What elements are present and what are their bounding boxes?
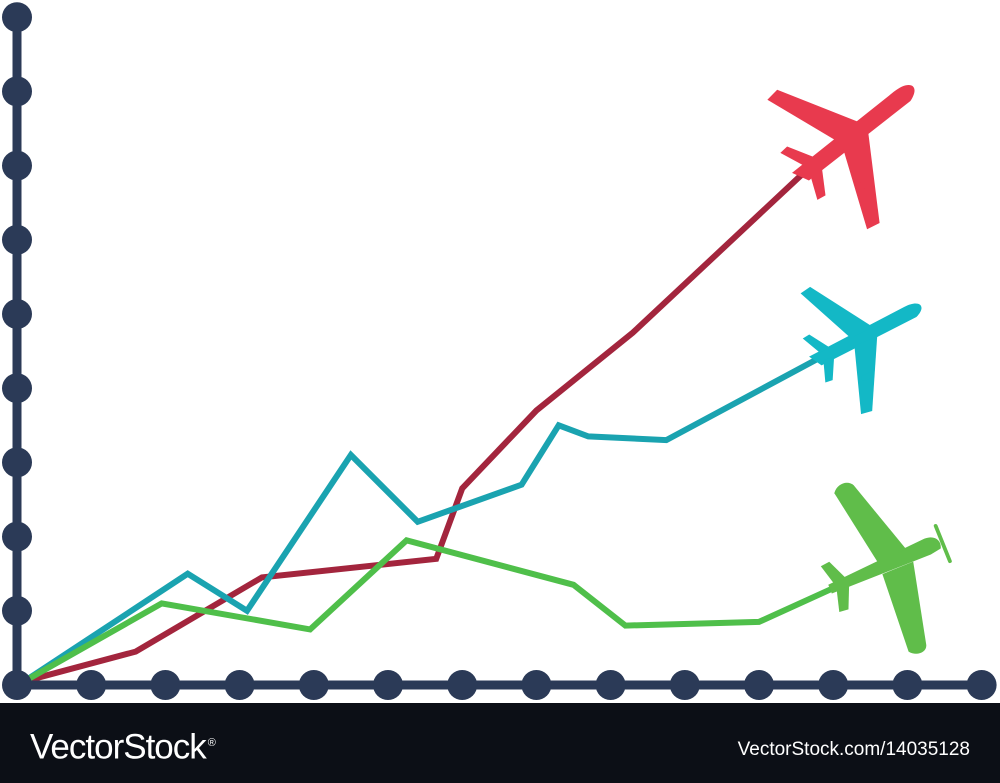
registered-mark: ® — [207, 737, 216, 749]
y-axis-tick-dot — [2, 447, 32, 478]
axes — [2, 2, 997, 700]
brand-name: VectorStock — [30, 727, 207, 767]
x-axis-tick-dot — [298, 670, 329, 700]
x-axis-tick-dot — [447, 670, 478, 700]
propeller-plane-icon — [820, 482, 952, 654]
y-axis-tick-dot — [2, 521, 32, 552]
x-axis-tick-dot — [224, 670, 255, 700]
y-axis-tick-dot — [2, 373, 32, 404]
y-axis-tick-dot — [2, 2, 32, 33]
x-axis-tick-dot — [669, 670, 700, 700]
image-id: VectorStock.com/14035128 — [737, 739, 970, 760]
series-line-2 — [22, 355, 820, 684]
x-axis-tick-dot — [150, 670, 181, 700]
series-layer — [22, 170, 842, 685]
y-axis-tick-dot — [2, 299, 32, 329]
series-line-1 — [23, 170, 806, 685]
y-axis-tick-dot — [2, 224, 32, 255]
x-axis-tick-dot — [373, 670, 403, 700]
y-axis-tick-dot — [2, 150, 32, 181]
watermark-footer: VectorStock ® VectorStock.com/14035128 — [0, 703, 1000, 783]
x-axis-tick-dot — [595, 670, 626, 700]
plane-markers — [767, 84, 952, 654]
x-axis-tick-dot — [966, 670, 997, 700]
x-axis-tick-dot — [818, 670, 849, 700]
series-line-3 — [22, 536, 842, 684]
brand-logo: VectorStock ® — [30, 723, 216, 768]
y-axis-tick-dot — [2, 595, 32, 626]
x-axis-tick-dot — [76, 670, 107, 700]
axis-origin-dot — [2, 670, 32, 700]
x-axis-tick-dot — [521, 670, 552, 700]
x-axis-tick-dot — [744, 670, 774, 700]
jet-plane-icon — [800, 286, 922, 415]
jet-plane-icon — [767, 84, 915, 230]
y-axis-tick-dot — [2, 76, 32, 107]
growth-line-chart — [2, 2, 997, 700]
x-axis-tick-dot — [892, 670, 923, 700]
